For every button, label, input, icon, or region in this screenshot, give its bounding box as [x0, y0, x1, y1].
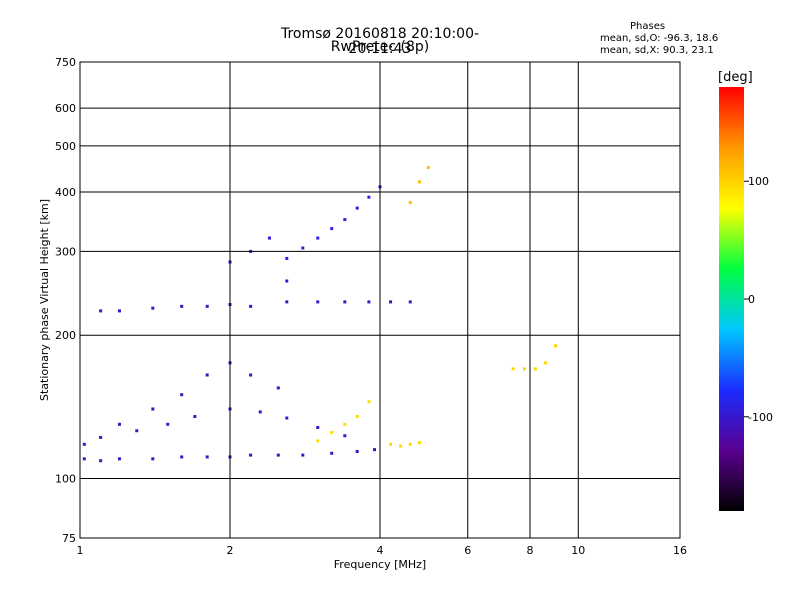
- y-tick-label: 750: [55, 56, 76, 69]
- colorbar-label: [deg]: [718, 70, 753, 85]
- y-tick-labels: 75 100 200 300 400 500 600 750: [55, 56, 76, 545]
- x-tick-label: 4: [377, 544, 384, 557]
- data-point: [249, 304, 253, 308]
- data-point: [117, 309, 121, 313]
- data-point: [316, 236, 320, 240]
- data-point: [205, 373, 209, 377]
- data-point: [276, 386, 280, 390]
- data-point: [417, 441, 421, 445]
- data-point: [205, 304, 209, 308]
- data-point: [99, 309, 103, 313]
- grid: [80, 62, 680, 538]
- data-point: [117, 457, 121, 461]
- data-point: [343, 300, 347, 304]
- data-point: [408, 300, 412, 304]
- data-point: [367, 300, 371, 304]
- data-point: [180, 393, 184, 397]
- data-point: [523, 367, 527, 371]
- y-tick-label: 100: [55, 473, 76, 486]
- data-point: [408, 201, 412, 205]
- data-point: [258, 410, 262, 414]
- data-points: [82, 166, 557, 463]
- x-tick-label: 10: [571, 544, 585, 557]
- data-point: [249, 373, 253, 377]
- data-point: [389, 442, 393, 446]
- data-point: [151, 306, 155, 310]
- x-tick-label: 6: [464, 544, 471, 557]
- y-axis-label: Stationary phase Virtual Height [km]: [38, 199, 51, 401]
- data-point: [343, 422, 347, 426]
- data-point: [276, 453, 280, 457]
- x-tick-label: 1: [77, 544, 84, 557]
- data-point: [117, 422, 121, 426]
- colorbar-tick-label: 100: [748, 175, 769, 188]
- data-point: [180, 304, 184, 308]
- data-point: [205, 455, 209, 459]
- data-point: [355, 414, 359, 418]
- data-point: [343, 218, 347, 222]
- data-point: [355, 449, 359, 453]
- data-point: [399, 444, 403, 448]
- phase-legend-o: mean, sd,O: -96.3, 18.6: [600, 33, 719, 44]
- data-point: [99, 435, 103, 439]
- colorbar-tick-label: 0: [748, 293, 755, 306]
- y-tick-label: 400: [55, 186, 76, 199]
- y-tick-label: 200: [55, 329, 76, 342]
- plot-frame: [79, 61, 681, 539]
- data-point: [249, 453, 253, 457]
- data-point: [367, 400, 371, 404]
- data-point: [135, 429, 139, 433]
- data-point: [373, 448, 377, 452]
- data-point: [553, 344, 557, 348]
- data-point: [82, 442, 86, 446]
- data-point: [544, 361, 548, 365]
- data-point: [533, 367, 537, 371]
- phase-legend-x: mean, sd,X: 90.3, 23.1: [600, 45, 714, 56]
- data-point: [151, 457, 155, 461]
- data-point: [330, 430, 334, 434]
- data-point: [408, 442, 412, 446]
- data-point: [511, 367, 515, 371]
- y-tick-label: 75: [62, 532, 76, 545]
- chart-subtitle: RwPretec (8p): [330, 39, 430, 55]
- x-tick-label: 2: [227, 544, 234, 557]
- data-point: [316, 425, 320, 429]
- data-point: [417, 180, 421, 184]
- colorbar-ticks: 100 0 -100: [744, 175, 773, 424]
- data-point: [267, 236, 271, 240]
- data-point: [151, 407, 155, 411]
- data-point: [99, 459, 103, 463]
- colorbar: [719, 87, 744, 511]
- data-point: [285, 300, 289, 304]
- chart-title: Tromsø 20160818 20:10:00-20:11:43: [280, 26, 480, 57]
- data-point: [285, 416, 289, 420]
- data-point: [285, 279, 289, 283]
- x-tick-label: 8: [527, 544, 534, 557]
- data-point: [301, 246, 305, 250]
- data-point: [330, 227, 334, 231]
- colorbar-tick-label: -100: [748, 411, 773, 424]
- data-point: [330, 451, 334, 455]
- data-point: [316, 300, 320, 304]
- x-tick-labels: 1 2 4 6 8 10 16: [77, 544, 688, 557]
- data-point: [343, 434, 347, 438]
- data-point: [82, 457, 86, 461]
- data-point: [316, 439, 320, 443]
- data-point: [367, 195, 371, 199]
- phase-legend-heading: Phases: [630, 21, 666, 32]
- x-tick-label: 16: [673, 544, 687, 557]
- data-point: [389, 300, 393, 304]
- data-point: [285, 256, 289, 260]
- y-tick-label: 500: [55, 140, 76, 153]
- x-axis-label: Frequency [MHz]: [334, 558, 426, 571]
- data-point: [301, 453, 305, 457]
- data-point: [180, 455, 184, 459]
- y-tick-label: 300: [55, 245, 76, 258]
- data-point: [426, 166, 430, 170]
- data-point: [193, 414, 197, 418]
- data-point: [166, 422, 170, 426]
- data-point: [355, 206, 359, 210]
- y-tick-label: 600: [55, 102, 76, 115]
